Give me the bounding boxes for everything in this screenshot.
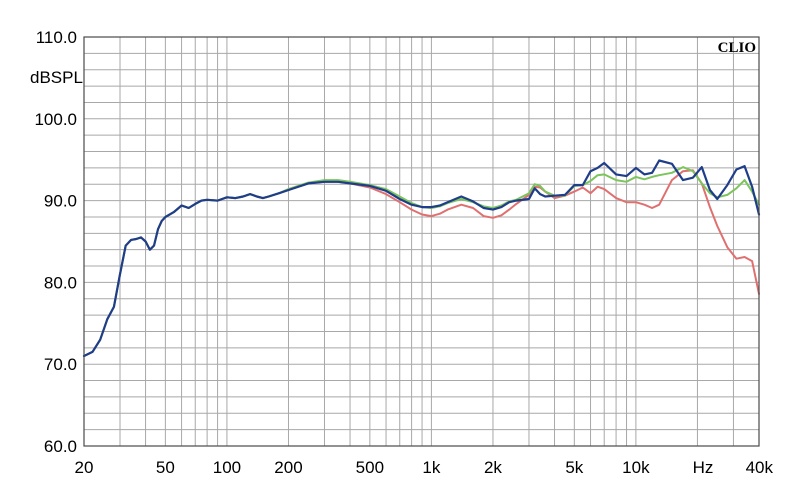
x-tick-label: 1k: [422, 458, 440, 477]
y-axis-label: dBSPL: [30, 68, 83, 87]
x-tick-label: 2k: [484, 458, 502, 477]
x-tick-label: 500: [356, 458, 384, 477]
x-tick-label: 100: [213, 458, 241, 477]
series-line-3: [82, 159, 761, 358]
y-tick-label: 90.0: [44, 192, 77, 211]
plot-area: [84, 37, 759, 446]
y-tick-label: 100.0: [34, 110, 77, 129]
x-tick-label: 200: [274, 458, 302, 477]
y-tick-labels: 110.0 100.0 90.0 80.0 70.0 60.0: [34, 28, 77, 456]
clio-brand-logo: CLIO: [718, 40, 756, 56]
x-tick-label: 50: [156, 458, 175, 477]
plot-frame: [83, 36, 760, 447]
grid: [84, 37, 759, 446]
x-unit-label: Hz: [693, 458, 714, 477]
x-tick-label: 40k: [746, 458, 774, 477]
y-tick-label: 70.0: [44, 355, 77, 374]
curves: [82, 159, 761, 358]
x-tick-label: 20: [75, 458, 94, 477]
y-tick-label: 80.0: [44, 273, 77, 292]
y-tick-label: 110.0: [36, 28, 77, 47]
x-tick-label: 10k: [622, 458, 650, 477]
x-tick-label: 5k: [565, 458, 583, 477]
y-tick-label: 60.0: [44, 437, 77, 456]
x-tick-labels: 20 50 100 200 500 1k 2k 5k 10k 40k: [75, 458, 774, 477]
